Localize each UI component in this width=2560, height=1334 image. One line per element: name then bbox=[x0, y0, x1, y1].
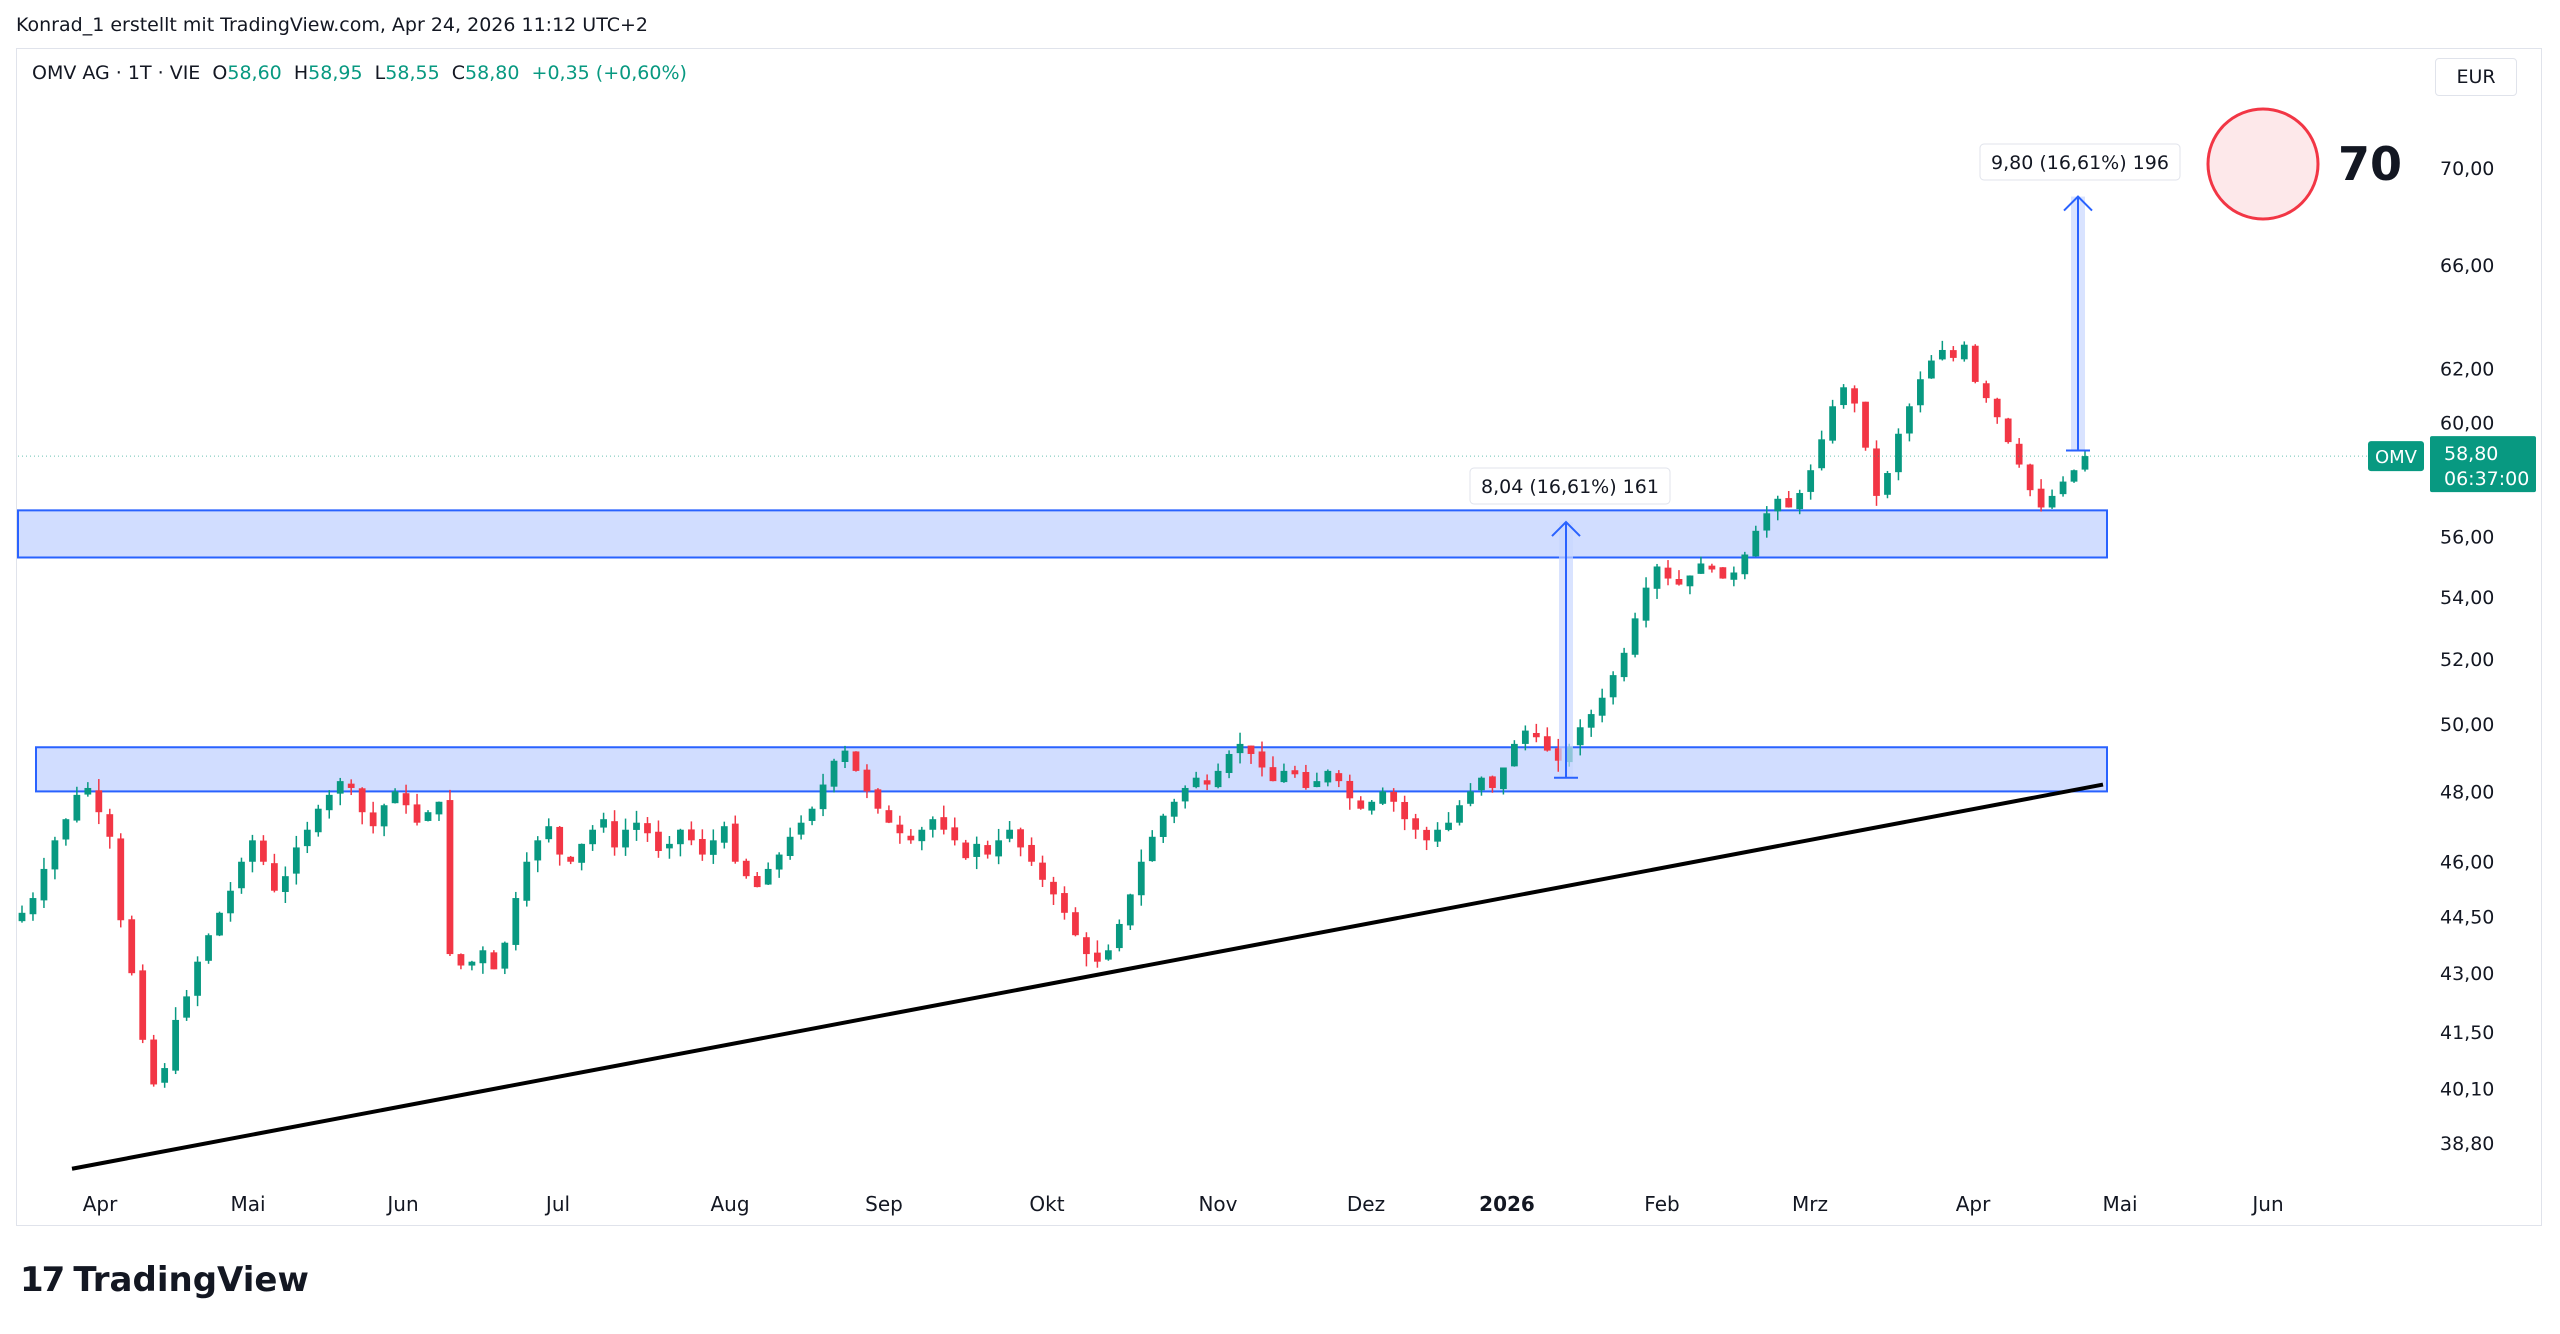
legend-close-value: 58,80 bbox=[465, 62, 520, 84]
legend-symbol[interactable]: OMV AG · 1T · VIE bbox=[32, 62, 201, 84]
legend-high-label: H bbox=[293, 62, 309, 84]
legend-change-value: +0,35 (+0,60%) bbox=[531, 62, 687, 84]
legend-open-value: 58,60 bbox=[227, 62, 282, 84]
attribution-text: Konrad_1 erstellt mit TradingView.com, A… bbox=[16, 14, 648, 36]
currency-selector[interactable]: EUR bbox=[2435, 58, 2517, 96]
tradingview-brand-text: TradingView bbox=[73, 1260, 309, 1300]
tradingview-logo[interactable]: 17 TradingView bbox=[20, 1260, 309, 1300]
legend-open-label: O bbox=[212, 62, 228, 84]
legend-high-value: 58,95 bbox=[308, 62, 363, 84]
legend-close-label: C bbox=[451, 62, 466, 84]
tradingview-logo-icon: 17 bbox=[20, 1260, 65, 1300]
chart-frame[interactable] bbox=[16, 48, 2542, 1226]
ohlc-legend: OMV AG · 1T · VIE O58,60 H58,95 L58,55 C… bbox=[32, 62, 687, 84]
legend-low-label: L bbox=[374, 62, 386, 84]
legend-low-value: 58,55 bbox=[385, 62, 440, 84]
